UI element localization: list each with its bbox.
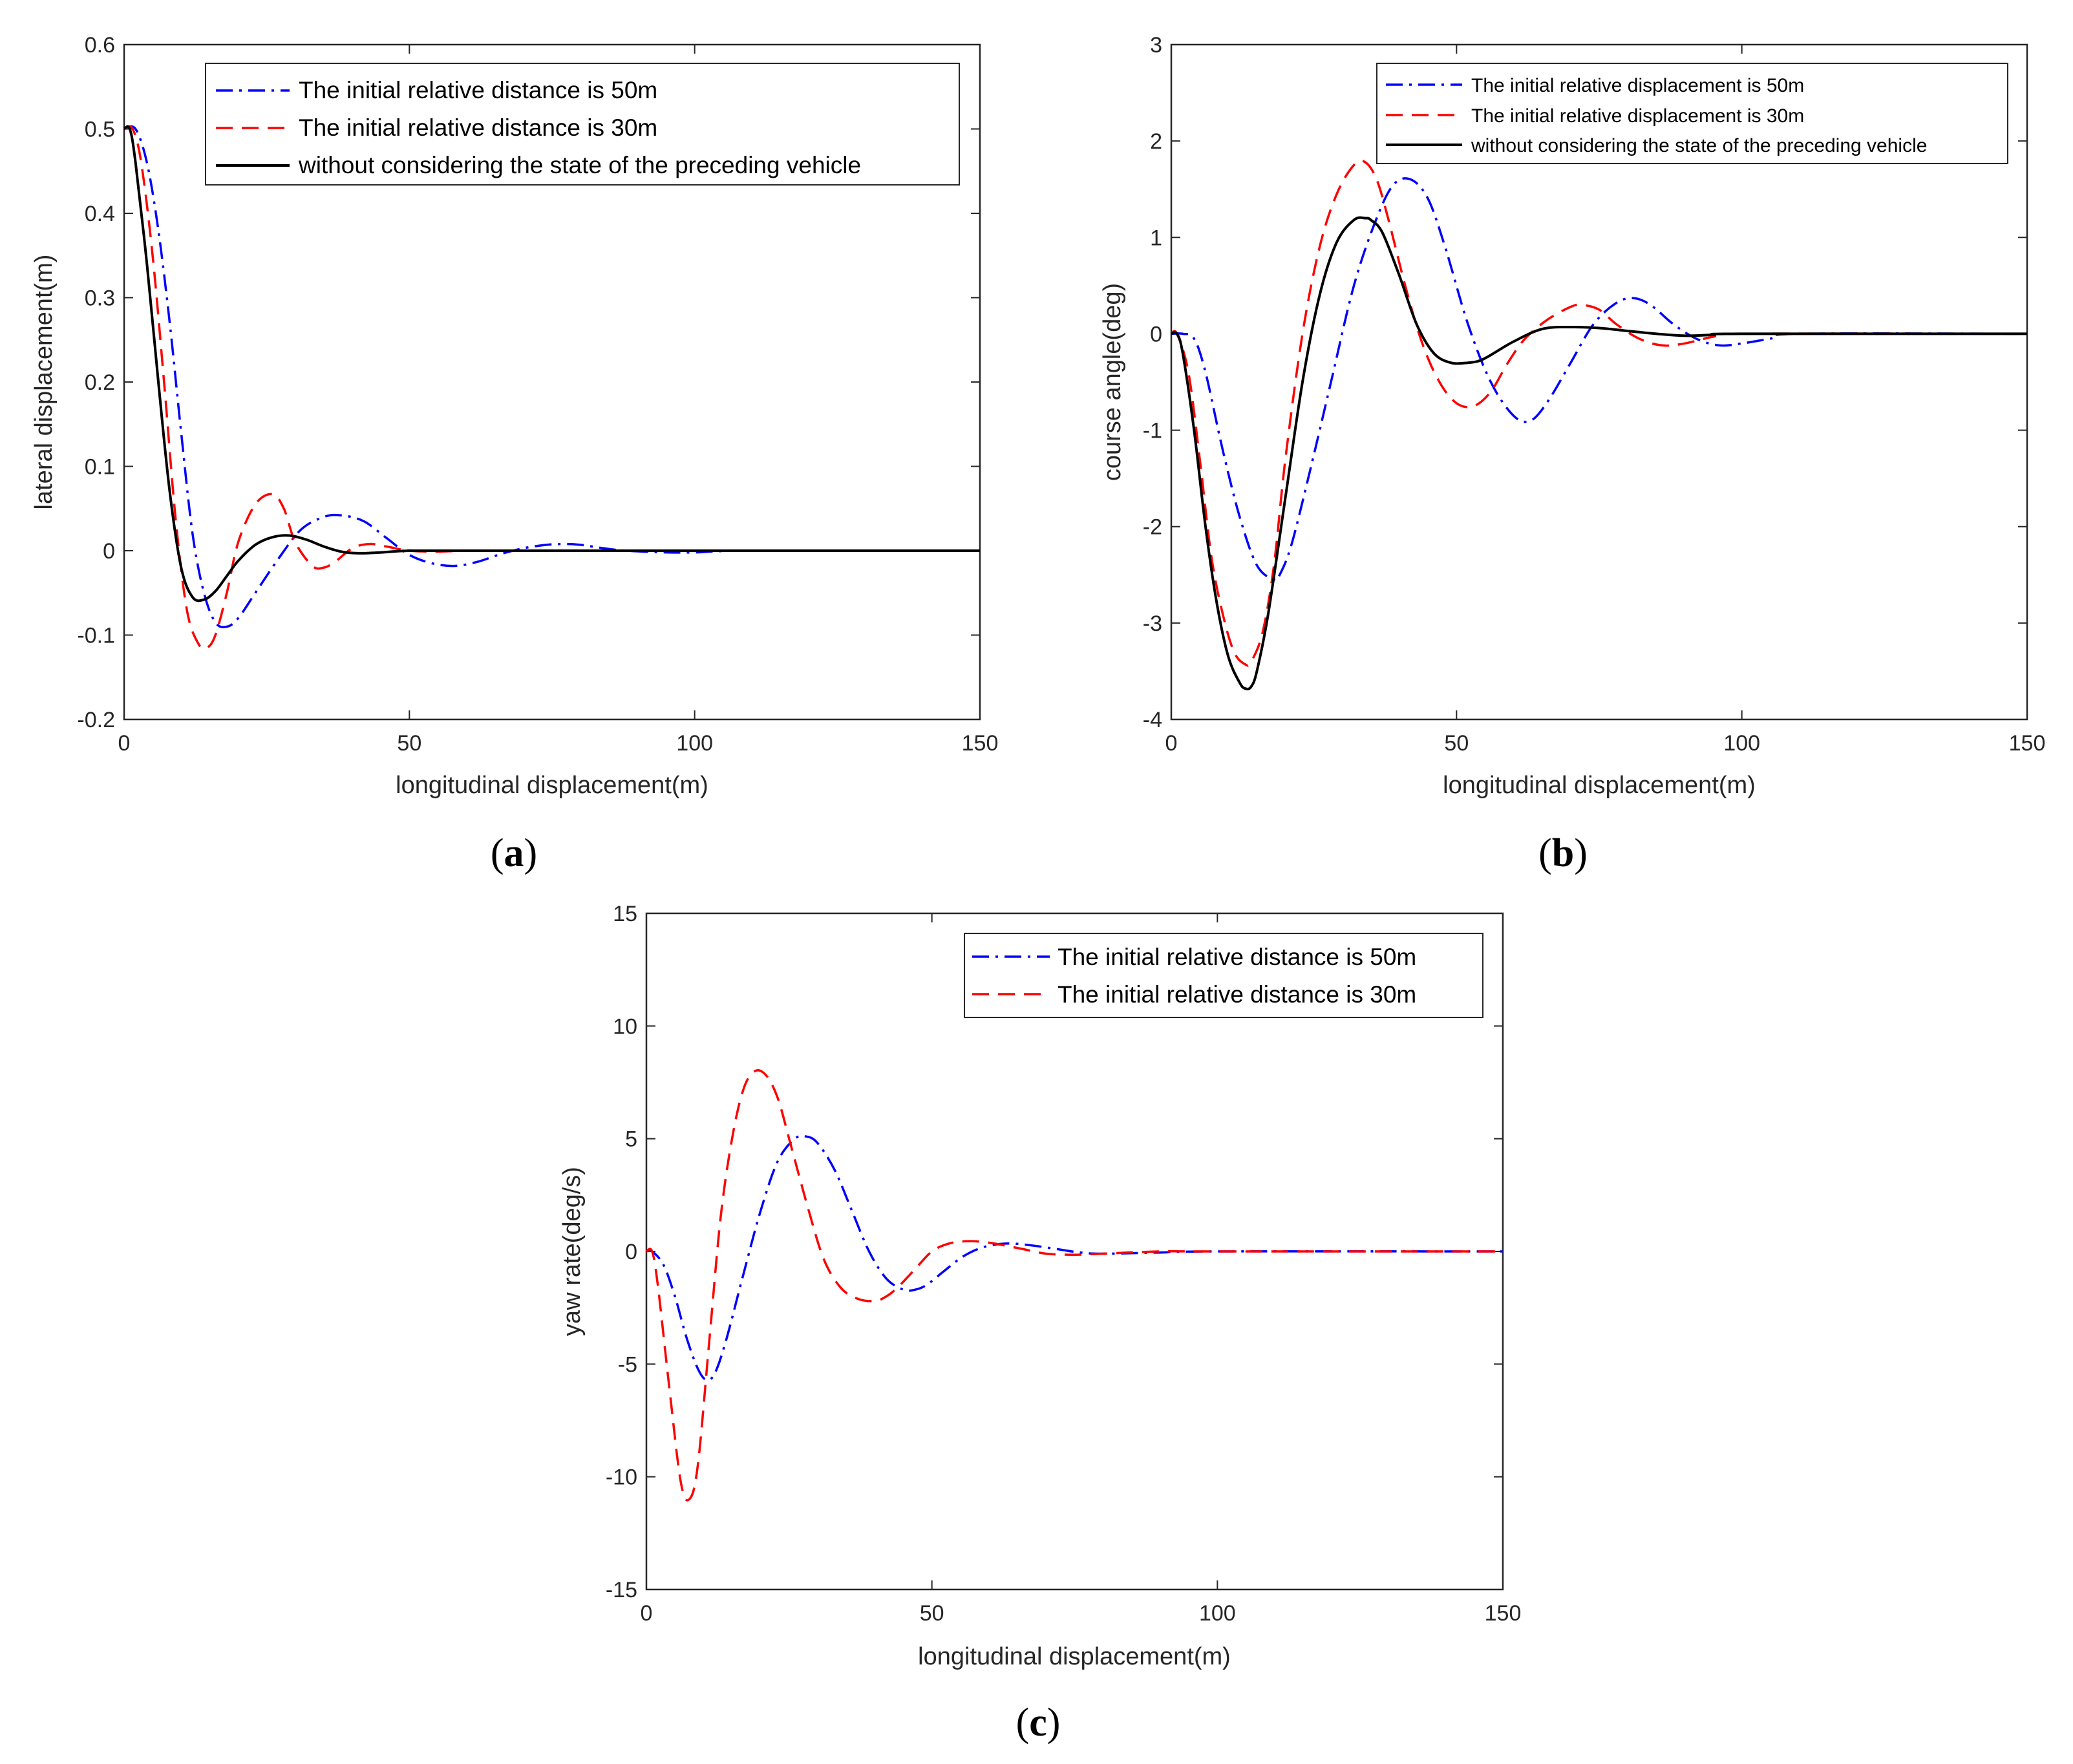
x-tick-label: 150 xyxy=(2009,731,2046,756)
x-axis-label: longitudinal displacement(m) xyxy=(1443,772,1756,799)
tick-labels: 0 50 100 150 -15 -10 -5 0 5 10 15 xyxy=(606,902,1522,1626)
caption-letter: b xyxy=(1552,831,1574,875)
x-tick-label: 0 xyxy=(118,731,131,756)
legend-label-30m: The initial relative distance is 30m xyxy=(299,114,657,141)
legend-box xyxy=(964,933,1483,1018)
y-tick-label: 2 xyxy=(1150,129,1162,154)
y-tick-label: 3 xyxy=(1150,33,1162,58)
y-tick-label: 10 xyxy=(613,1014,637,1039)
x-tick-label: 0 xyxy=(1165,731,1178,756)
x-tick-label: 50 xyxy=(397,731,421,756)
axis-ticks xyxy=(1171,44,2028,720)
legend-label-baseline: without considering the state of the pre… xyxy=(1471,135,1927,156)
x-tick-label: 100 xyxy=(676,731,713,756)
x-tick-label: 100 xyxy=(1199,1601,1236,1626)
series-line-2 xyxy=(1171,159,2028,667)
y-tick-label: 0 xyxy=(1150,322,1162,346)
caption-a: (a) xyxy=(491,831,537,875)
panel-b: 0 50 100 150 -4 -3 -2 -1 0 1 2 3 longitudinal displ… xyxy=(1099,33,2045,875)
x-tick-label: 0 xyxy=(641,1601,653,1626)
caption-letter: a xyxy=(504,831,524,875)
legend-label-baseline: without considering the state of the pre… xyxy=(298,152,861,178)
series-lines xyxy=(1171,159,2028,690)
legend-label-30m: The initial relative displacement is 30m xyxy=(1471,105,1804,127)
y-tick-label: -4 xyxy=(1143,708,1162,732)
tick-labels: 0 50 100 150 -4 -3 -2 -1 0 1 2 3 xyxy=(1143,33,2046,756)
x-tick-label: 50 xyxy=(920,1601,944,1626)
legend-label-50m: The initial relative displacement is 50m xyxy=(1471,75,1804,96)
legend-label-50m: The initial relative distance is 50m xyxy=(1058,944,1416,970)
y-tick-label: -5 xyxy=(618,1352,637,1377)
series-line-3 xyxy=(1171,216,2028,690)
y-tick-label: 0.3 xyxy=(85,286,115,311)
y-tick-label: 0.4 xyxy=(85,202,115,226)
series-lines xyxy=(646,1068,1504,1502)
panel-a: 0 50 100 150 -0.2 -0.1 0 0.1 0.2 0.3 0.4 0.5 0.6 lon… xyxy=(30,33,998,875)
series-lines xyxy=(123,125,981,650)
y-tick-label: 0.2 xyxy=(85,370,115,395)
legend-box xyxy=(205,63,960,186)
caption-c: (c) xyxy=(1016,1701,1061,1745)
legend: The initial relative displacement is 50m… xyxy=(1376,63,2008,164)
y-tick-label: -0.1 xyxy=(77,624,115,648)
y-tick-label: -15 xyxy=(606,1578,637,1602)
y-tick-label: -3 xyxy=(1143,611,1162,636)
y-axis-label: lateral displacement(m) xyxy=(30,255,58,510)
y-tick-label: 0 xyxy=(625,1240,637,1264)
y-axis-label: yaw rate(deg/s) xyxy=(558,1167,586,1336)
y-tick-label: 1 xyxy=(1150,226,1162,250)
caption-b: (b) xyxy=(1538,831,1588,875)
x-tick-label: 150 xyxy=(962,731,999,756)
legend-box xyxy=(1376,63,2008,164)
tick-labels: 0 50 100 150 -0.2 -0.1 0 0.1 0.2 0.3 0.4 0.5 0.6 xyxy=(77,33,998,756)
y-tick-label: 0.1 xyxy=(85,455,115,480)
panel-c: 0 50 100 150 -15 -10 -5 0 5 10 15 longitudinal dis… xyxy=(558,902,1521,1745)
series-line-3 xyxy=(123,125,980,602)
y-tick-label: 0.6 xyxy=(85,33,115,58)
x-axis-label: longitudinal displacement(m) xyxy=(396,772,708,799)
y-tick-label: 0.5 xyxy=(85,118,115,142)
series-line-2 xyxy=(646,1068,1503,1502)
y-tick-label: -10 xyxy=(606,1465,637,1490)
legend: The initial relative distance is 50m The… xyxy=(205,63,960,186)
series-line-1 xyxy=(646,1134,1504,1381)
x-tick-label: 50 xyxy=(1444,731,1469,756)
y-axis-label: course angle(deg) xyxy=(1099,283,1126,481)
y-tick-label: -0.2 xyxy=(77,708,115,732)
y-tick-label: 0 xyxy=(103,539,115,564)
y-tick-label: 5 xyxy=(625,1127,637,1152)
legend: The initial relative distance is 50m The… xyxy=(964,933,1483,1018)
y-tick-label: 15 xyxy=(613,902,637,926)
legend-label-30m: The initial relative distance is 30m xyxy=(1058,981,1416,1008)
legend-label-50m: The initial relative distance is 50m xyxy=(299,77,657,103)
x-tick-label: 100 xyxy=(1723,731,1760,756)
x-tick-label: 150 xyxy=(1485,1601,1522,1626)
x-axis-label: longitudinal displacement(m) xyxy=(918,1643,1231,1670)
y-tick-label: -2 xyxy=(1143,515,1162,540)
series-line-1 xyxy=(1171,177,2028,582)
caption-letter: c xyxy=(1029,1701,1047,1745)
y-tick-label: -1 xyxy=(1143,419,1162,443)
